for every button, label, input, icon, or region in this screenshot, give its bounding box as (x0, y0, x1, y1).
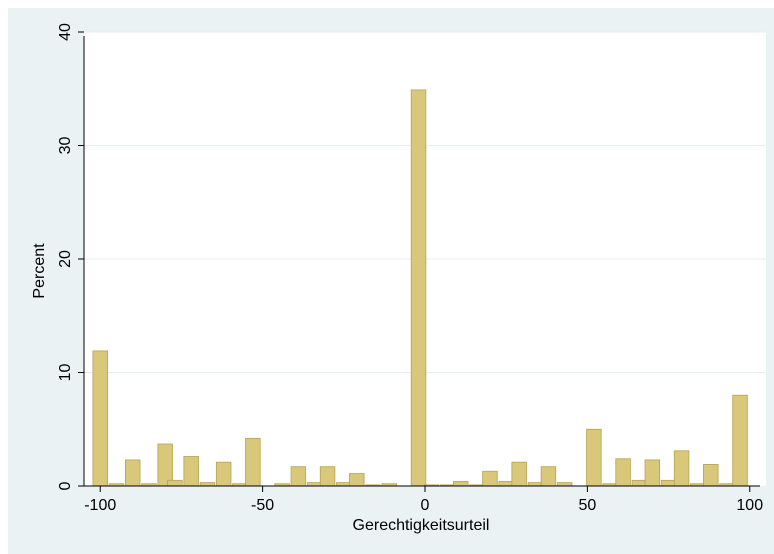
x-tick-label: 100 (736, 497, 763, 514)
y-axis-label: Percent (31, 243, 48, 299)
x-tick-label: 0 (421, 497, 430, 514)
histogram-bar (92, 350, 108, 487)
x-tick-label: 50 (578, 497, 596, 514)
histogram-bar (167, 479, 183, 487)
histogram-bar (511, 461, 527, 487)
histogram-bar (644, 459, 661, 487)
bars (92, 89, 748, 487)
y-tick-label: 10 (57, 364, 74, 382)
histogram-bar (245, 437, 261, 487)
histogram-bar (453, 481, 469, 487)
histogram-bar (319, 466, 336, 487)
histogram-bar (349, 473, 365, 487)
histogram-bar (586, 428, 602, 487)
y-tick-label: 0 (57, 481, 74, 490)
axes: 0 10 20 30 40 -100 -50 0 50 100 (57, 23, 763, 514)
histogram-bar (183, 456, 199, 487)
histogram-bar (673, 450, 690, 487)
histogram-bar (732, 394, 748, 487)
histogram-bar (124, 459, 141, 487)
histogram-bar (410, 89, 427, 487)
histogram-bar (703, 464, 719, 487)
histogram-bar (336, 482, 352, 487)
x-tick-label: -100 (84, 497, 116, 514)
histogram-bar (482, 470, 498, 487)
histogram-bar (290, 466, 307, 487)
histogram-bar (527, 482, 544, 487)
y-tick-label: 20 (57, 250, 74, 268)
histogram-bar (498, 481, 514, 487)
x-tick-label: -50 (251, 497, 274, 514)
y-tick-label: 30 (57, 137, 74, 155)
y-tick-label: 40 (57, 23, 74, 41)
histogram-bar (660, 479, 677, 487)
histogram-bar (540, 466, 557, 487)
histogram-bar (157, 443, 173, 487)
histogram-bar (215, 461, 232, 487)
histogram-bar (199, 482, 216, 487)
x-axis-label: Gerechtigkeitsurteil (353, 517, 490, 534)
histogram-bar (556, 482, 573, 487)
histogram-bar (631, 479, 648, 487)
histogram-bar (306, 482, 323, 487)
histogram-bar (615, 458, 631, 487)
